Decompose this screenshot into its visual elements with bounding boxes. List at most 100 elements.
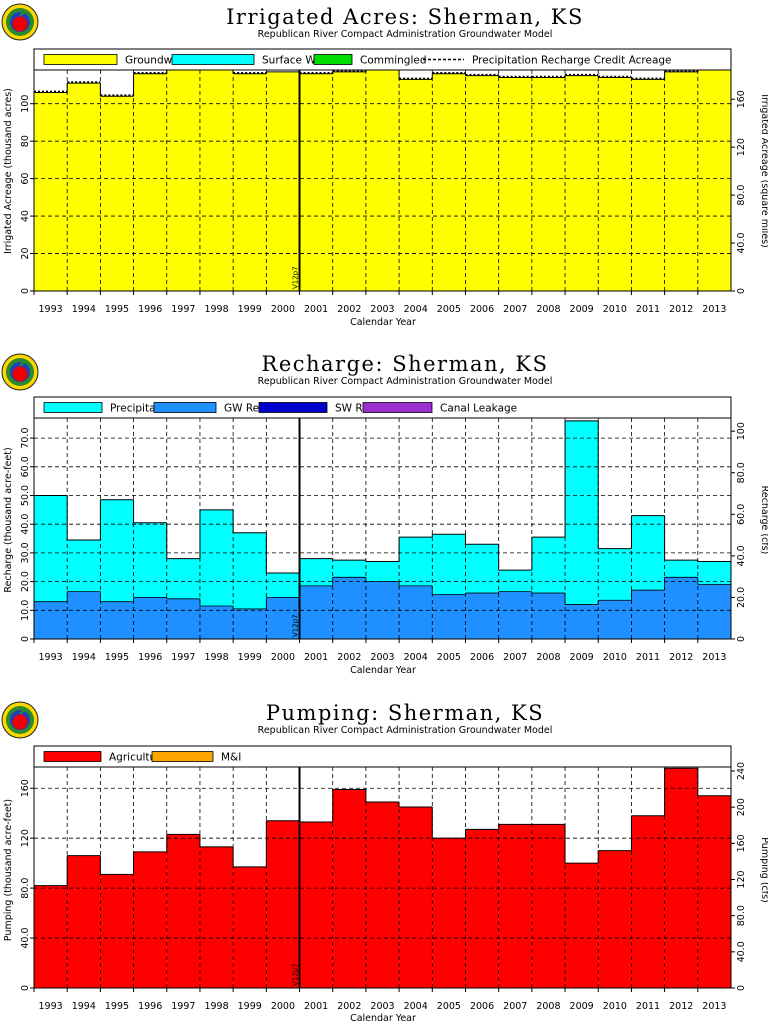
y-axis-label: Irrigated Acreage (thousand acres) — [3, 88, 14, 254]
y2-tick-label-120: 120 — [736, 138, 747, 156]
x-tick-label-2002: 2002 — [337, 304, 361, 315]
x-tick-label-2007: 2007 — [503, 304, 527, 315]
x-tick-label-2008: 2008 — [536, 304, 560, 315]
y-tick-label-60: 60.0 — [20, 456, 31, 477]
x-tick-label-2001: 2001 — [304, 1001, 328, 1012]
x-tick-label-2003: 2003 — [370, 1001, 394, 1012]
y-tick-label-0: 0 — [20, 288, 31, 294]
x-tick-label-2005: 2005 — [437, 652, 461, 663]
x-axis-label: Calendar Year — [350, 317, 416, 328]
legend-label-precipitation-recharge-credit-acreage: Precipitation Recharge Credit Acreage — [472, 55, 672, 67]
x-tick-label-1994: 1994 — [72, 1001, 96, 1012]
bar-groundwater-2001 — [299, 73, 333, 292]
bar-precipitation-1993 — [34, 495, 68, 602]
bar-agricultural-2013 — [697, 795, 731, 988]
legend-label-commingled: Commingled — [360, 55, 427, 67]
y2-tick-label-160: 160 — [736, 834, 747, 852]
bar-groundwater-2006 — [465, 75, 499, 291]
bar-groundwater-2000 — [266, 71, 300, 291]
bar-groundwater-2005 — [432, 73, 466, 292]
x-tick-label-1999: 1999 — [238, 1001, 262, 1012]
bar-groundwater-2007 — [498, 77, 532, 292]
x-tick-label-2009: 2009 — [570, 1001, 594, 1012]
x-tick-label-1995: 1995 — [105, 1001, 129, 1012]
bar-gw-returns-1994 — [67, 591, 101, 639]
x-tick-label-1998: 1998 — [204, 652, 228, 663]
x-tick-label-1994: 1994 — [72, 652, 96, 663]
legend-swatch-gw-returns — [153, 402, 217, 413]
y-tick-label-50: 50.0 — [20, 485, 31, 506]
x-tick-label-2011: 2011 — [636, 304, 660, 315]
apple-logo-icon — [1, 3, 39, 41]
legend-swatch-precipitation — [43, 402, 103, 413]
x-tick-label-2004: 2004 — [404, 652, 428, 663]
x-tick-label-2003: 2003 — [370, 652, 394, 663]
bar-precipitation-2009 — [565, 420, 599, 605]
x-tick-label-1993: 1993 — [39, 1001, 63, 1012]
y-tick-label-40: 40.0 — [20, 514, 31, 535]
bar-agricultural-2005 — [432, 838, 466, 988]
y2-tick-label-200: 200 — [736, 798, 747, 816]
y-tick-label-60: 60 — [20, 173, 31, 185]
x-tick-label-2009: 2009 — [570, 304, 594, 315]
legend-swatch-m-i — [151, 751, 214, 762]
bar-groundwater-2013 — [697, 70, 731, 291]
bar-agricultural-2002 — [332, 789, 366, 988]
bar-groundwater-2009 — [565, 75, 599, 291]
y-axis-label: Pumping (thousand acre-feet) — [3, 799, 14, 941]
legend-swatch-commingled — [313, 54, 353, 65]
bar-precipitation-2006 — [465, 544, 499, 594]
y2-tick-label-60: 60.0 — [736, 504, 747, 525]
x-tick-label-2012: 2012 — [669, 1001, 693, 1012]
x-tick-label-1998: 1998 — [204, 1001, 228, 1012]
bar-gw-returns-2008 — [531, 593, 566, 639]
bar-gw-returns-2002 — [332, 577, 366, 639]
bar-precipitation-1999 — [233, 532, 267, 609]
x-tick-label-2010: 2010 — [603, 1001, 627, 1012]
y-tick-label-80: 80 — [20, 135, 31, 147]
bar-groundwater-2002 — [332, 71, 366, 291]
irrigated-acres-panel: Irrigated Acres: Sherman, KS Republican … — [1, 3, 768, 328]
chart-subtitle: Republican River Compact Administration … — [258, 725, 553, 736]
x-tick-label-1999: 1999 — [238, 304, 262, 315]
bar-precipitation-1998 — [199, 509, 234, 606]
model-version-marker-label: V12p7 — [292, 614, 300, 637]
bar-groundwater-1994 — [67, 83, 101, 291]
x-tick-label-1993: 1993 — [39, 652, 63, 663]
x-tick-label-1996: 1996 — [138, 1001, 162, 1012]
bar-gw-returns-1993 — [34, 601, 68, 639]
chart-title: Irrigated Acres: Sherman, KS — [226, 5, 584, 29]
y-tick-label-70: 70.0 — [20, 428, 31, 449]
bar-agricultural-2011 — [631, 815, 665, 988]
bar-groundwater-1997 — [166, 70, 200, 291]
bar-agricultural-2004 — [399, 806, 433, 988]
x-tick-label-1995: 1995 — [105, 304, 129, 315]
bar-precipitation-1997 — [166, 558, 200, 599]
chart-subtitle: Republican River Compact Administration … — [258, 29, 553, 40]
bar-precipitation-2005 — [432, 534, 466, 595]
bar-groundwater-1998 — [199, 70, 234, 291]
recharge-panel: Recharge: Sherman, KS Republican River C… — [1, 352, 768, 676]
bar-agricultural-2012 — [664, 768, 698, 988]
bar-agricultural-2003 — [365, 801, 400, 988]
model-version-marker-label: V12p7 — [292, 963, 300, 986]
bar-gw-returns-2005 — [432, 594, 466, 639]
x-tick-label-2010: 2010 — [603, 652, 627, 663]
bar-agricultural-1999 — [233, 866, 267, 988]
bar-gw-returns-2001 — [299, 585, 333, 639]
bar-precipitation-2008 — [531, 537, 566, 594]
y2-tick-label-0: 0 — [736, 636, 747, 642]
x-axis-label: Calendar Year — [350, 665, 416, 676]
chart-title: Pumping: Sherman, KS — [266, 701, 544, 725]
y-tick-label-40: 40 — [20, 210, 31, 222]
y2-tick-label-240: 240 — [736, 762, 747, 780]
legend-swatch-surface-water — [171, 54, 255, 65]
x-tick-label-2013: 2013 — [702, 652, 726, 663]
bar-gw-returns-2006 — [465, 593, 499, 639]
bar-groundwater-2003 — [365, 70, 400, 291]
legend-swatch-sw-returns — [258, 402, 328, 413]
bar-gw-returns-2013 — [697, 584, 731, 639]
bar-groundwater-2004 — [399, 79, 433, 291]
plot-area: Agricultural M&I040.080.0120160040.080.01… — [20, 745, 747, 1012]
x-tick-label-1995: 1995 — [105, 652, 129, 663]
